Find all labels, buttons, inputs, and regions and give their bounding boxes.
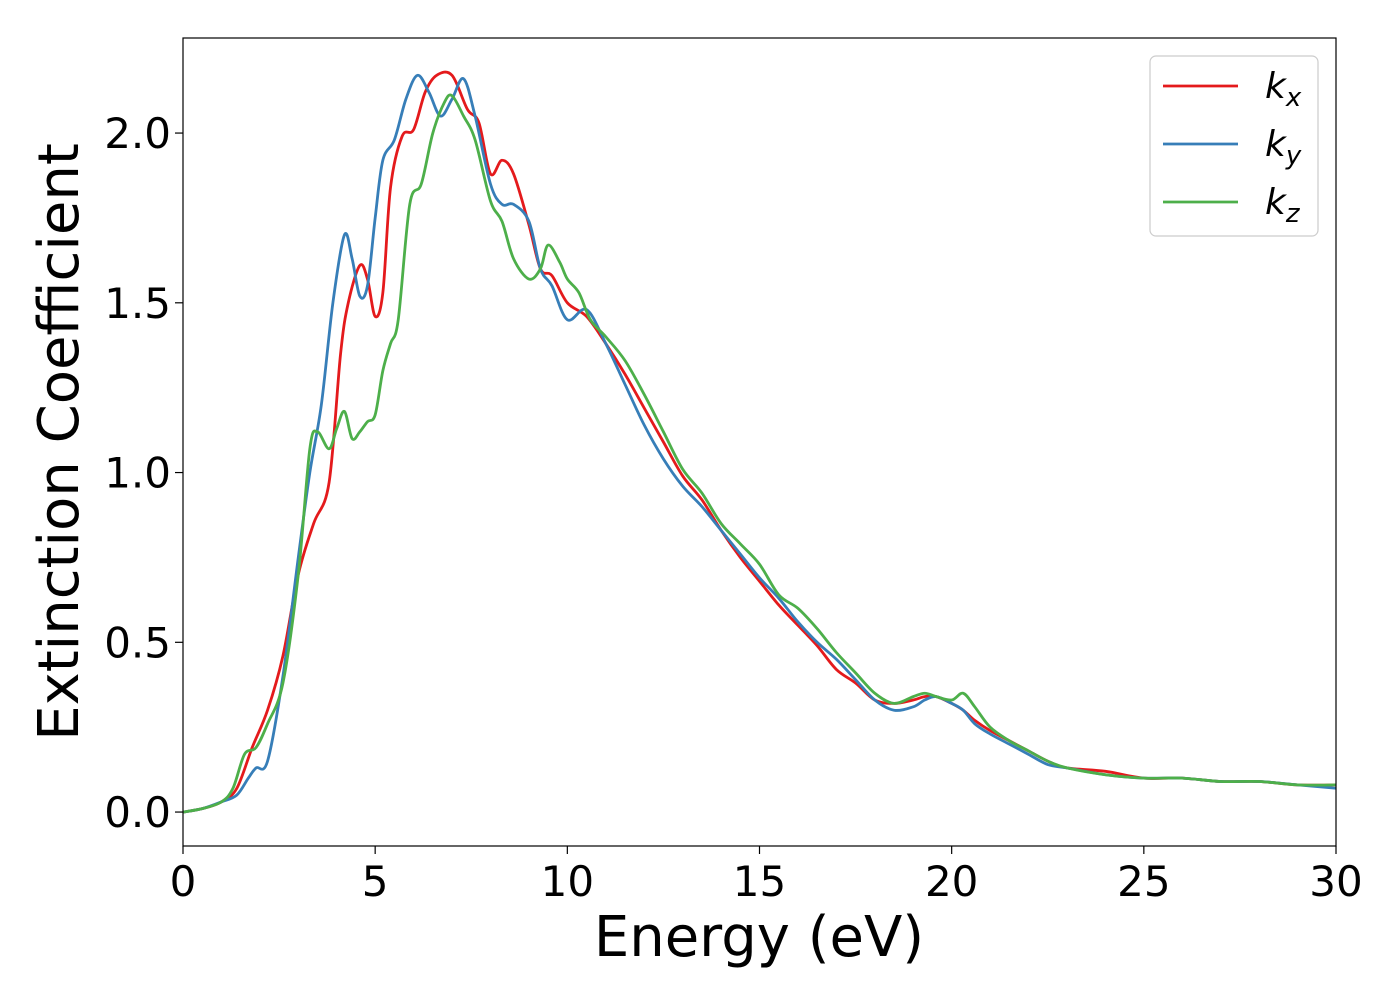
x-tick-label: 10 bbox=[541, 857, 594, 906]
x-axis: 0 5 10 15 20 25 30 bbox=[170, 846, 1363, 906]
x-tick-label: 25 bbox=[1117, 857, 1170, 906]
plot-area bbox=[183, 38, 1336, 846]
series-line-k-z bbox=[182, 93, 1337, 814]
x-tick-label: 20 bbox=[925, 857, 978, 906]
x-tick-label: 30 bbox=[1309, 857, 1362, 906]
series-layer bbox=[182, 70, 1337, 814]
y-axis: 0.0 0.5 1.0 1.5 2.0 bbox=[104, 109, 183, 837]
y-tick-label: 2.0 bbox=[104, 109, 171, 158]
y-axis-label: Extinction Coefficient bbox=[27, 143, 92, 741]
x-tick-label: 5 bbox=[362, 857, 389, 906]
y-tick-label: 1.0 bbox=[104, 449, 171, 498]
x-tick-label: 15 bbox=[733, 857, 786, 906]
y-tick-label: 1.5 bbox=[104, 279, 171, 328]
x-axis-label: Energy (eV) bbox=[594, 905, 924, 970]
y-tick-label: 0.5 bbox=[104, 618, 171, 667]
legend-box bbox=[1149, 55, 1319, 237]
y-tick-label: 0.0 bbox=[104, 788, 171, 837]
x-tick-label: 0 bbox=[170, 857, 197, 906]
